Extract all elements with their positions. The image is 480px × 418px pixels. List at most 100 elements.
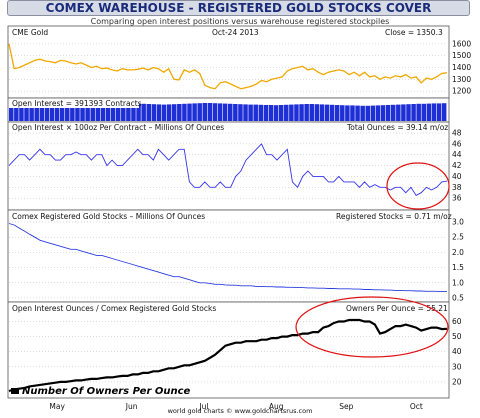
panel-oi-ounces-frame: [7, 121, 450, 211]
owners-title: Open Interest Ounces / Comex Registered …: [12, 304, 216, 313]
oi-bar: [14, 103, 19, 121]
oi-bar: [375, 105, 381, 121]
gold-date-label: Oct-24 2013: [212, 28, 259, 37]
x-tick-jul: Jul: [198, 402, 208, 411]
oi-bar: [146, 104, 152, 121]
oi-bars-title: Open Interest = 391393 Contracts: [12, 99, 142, 108]
y-tick-label: 40: [452, 172, 462, 181]
oi-bar: [192, 103, 197, 121]
oi-bar: [141, 103, 146, 121]
gold-panel-title: CME Gold: [12, 28, 48, 37]
y-tick-label: 46: [452, 139, 462, 148]
oi-bar: [284, 104, 289, 121]
y-tick-label: 1600: [452, 39, 471, 48]
oi-bar: [243, 104, 248, 121]
panel-stocks-frame: [7, 209, 450, 303]
x-tick-aug: Aug: [269, 402, 284, 411]
oi-bar: [126, 103, 131, 121]
oi-bar: [253, 104, 258, 121]
oi-bar: [100, 102, 106, 121]
panel-owners-frame: [7, 301, 450, 399]
oi-bar: [197, 103, 202, 121]
series-lines: [8, 43, 448, 393]
oi-bar: [406, 104, 411, 121]
y-tick-label: 1200: [452, 87, 471, 96]
series-line-0: [8, 43, 448, 90]
series-line-3: [8, 223, 447, 293]
oi-bar: [436, 103, 442, 121]
oi-bar: [426, 103, 432, 121]
x-tick-sep: Sep: [339, 402, 353, 411]
oi-bar: [151, 104, 157, 121]
oi-bar: [166, 104, 172, 121]
y-tick-label: 36: [452, 194, 462, 203]
oi-bar: [65, 102, 70, 121]
oi-bar: [177, 104, 182, 121]
y-tick-label: 2.0: [452, 248, 464, 257]
oi-bar: [431, 103, 437, 121]
oi-bar: [314, 104, 320, 121]
oi-bar: [289, 104, 294, 121]
owners-legend-label: Number Of Owners Per Ounce: [22, 386, 191, 397]
oi-bar: [156, 104, 162, 121]
oi-bar: [294, 104, 299, 121]
oi-ounces-total: Total Ounces = 39.14 m/oz: [346, 123, 448, 132]
oi-bar: [217, 103, 223, 121]
oi-bar: [228, 103, 233, 121]
y-tick-label: 30: [452, 362, 462, 371]
oi-bar: [340, 105, 345, 121]
annotation-circle-owners: [295, 296, 449, 358]
oi-bar: [115, 103, 121, 121]
open-interest-bars: [9, 101, 447, 121]
oi-bar: [171, 104, 177, 121]
gridlines: [9, 43, 447, 383]
oi-bar: [350, 105, 355, 121]
oi-bar: [49, 102, 55, 121]
y-tick-label: 44: [452, 150, 462, 159]
oi-bar: [24, 102, 29, 121]
oi-bar: [131, 103, 136, 121]
oi-bar: [304, 104, 309, 121]
y-tick-label: 42: [452, 161, 462, 170]
y-tick-label: 1.0: [452, 278, 464, 287]
oi-bar: [299, 104, 304, 121]
oi-bar: [401, 104, 406, 121]
y-tick-label: 0.5: [452, 293, 464, 302]
series-line-4: [8, 318, 448, 393]
owners-legend-swatch: [11, 388, 19, 394]
gold-close-label: Close = 1350.3: [385, 28, 443, 37]
y-tick-label: 1.5: [452, 263, 464, 272]
oi-bar: [80, 102, 85, 121]
stocks-title: Comex Registered Gold Stocks – Millions …: [12, 212, 205, 221]
oi-bar: [202, 103, 208, 121]
oi-bar: [334, 105, 340, 121]
oi-bar: [365, 105, 371, 121]
oi-bar: [34, 102, 39, 121]
y-tick-label: 40: [452, 347, 462, 356]
oi-bar: [29, 102, 34, 121]
oi-bar: [90, 102, 95, 121]
oi-bar: [70, 102, 75, 121]
owners-total: Owners Per Ounce = 55.21: [346, 304, 448, 313]
footer-credit: world gold charts © www.goldchartsrus.co…: [168, 407, 313, 415]
oi-bar: [355, 105, 360, 121]
oi-bar: [187, 103, 192, 121]
oi-bar: [110, 102, 116, 121]
oi-bar: [385, 105, 391, 121]
oi-bar: [390, 104, 396, 121]
y-tick-label: 20: [452, 377, 462, 386]
y-tick-label: 48: [452, 129, 462, 138]
y-tick-label: 50: [452, 332, 462, 341]
x-tick-oct: Oct: [410, 402, 423, 411]
y-tick-label: 1500: [452, 51, 471, 60]
oi-bar: [54, 102, 60, 121]
oi-bar: [44, 101, 50, 121]
oi-bar: [182, 103, 187, 121]
oi-bar: [238, 104, 243, 121]
oi-bar: [278, 105, 284, 121]
oi-ounces-title: Open Interest × 100oz Per Contract – Mil…: [12, 123, 224, 132]
oi-bar: [329, 104, 335, 121]
oi-bar: [105, 102, 111, 121]
oi-bar: [59, 102, 65, 121]
